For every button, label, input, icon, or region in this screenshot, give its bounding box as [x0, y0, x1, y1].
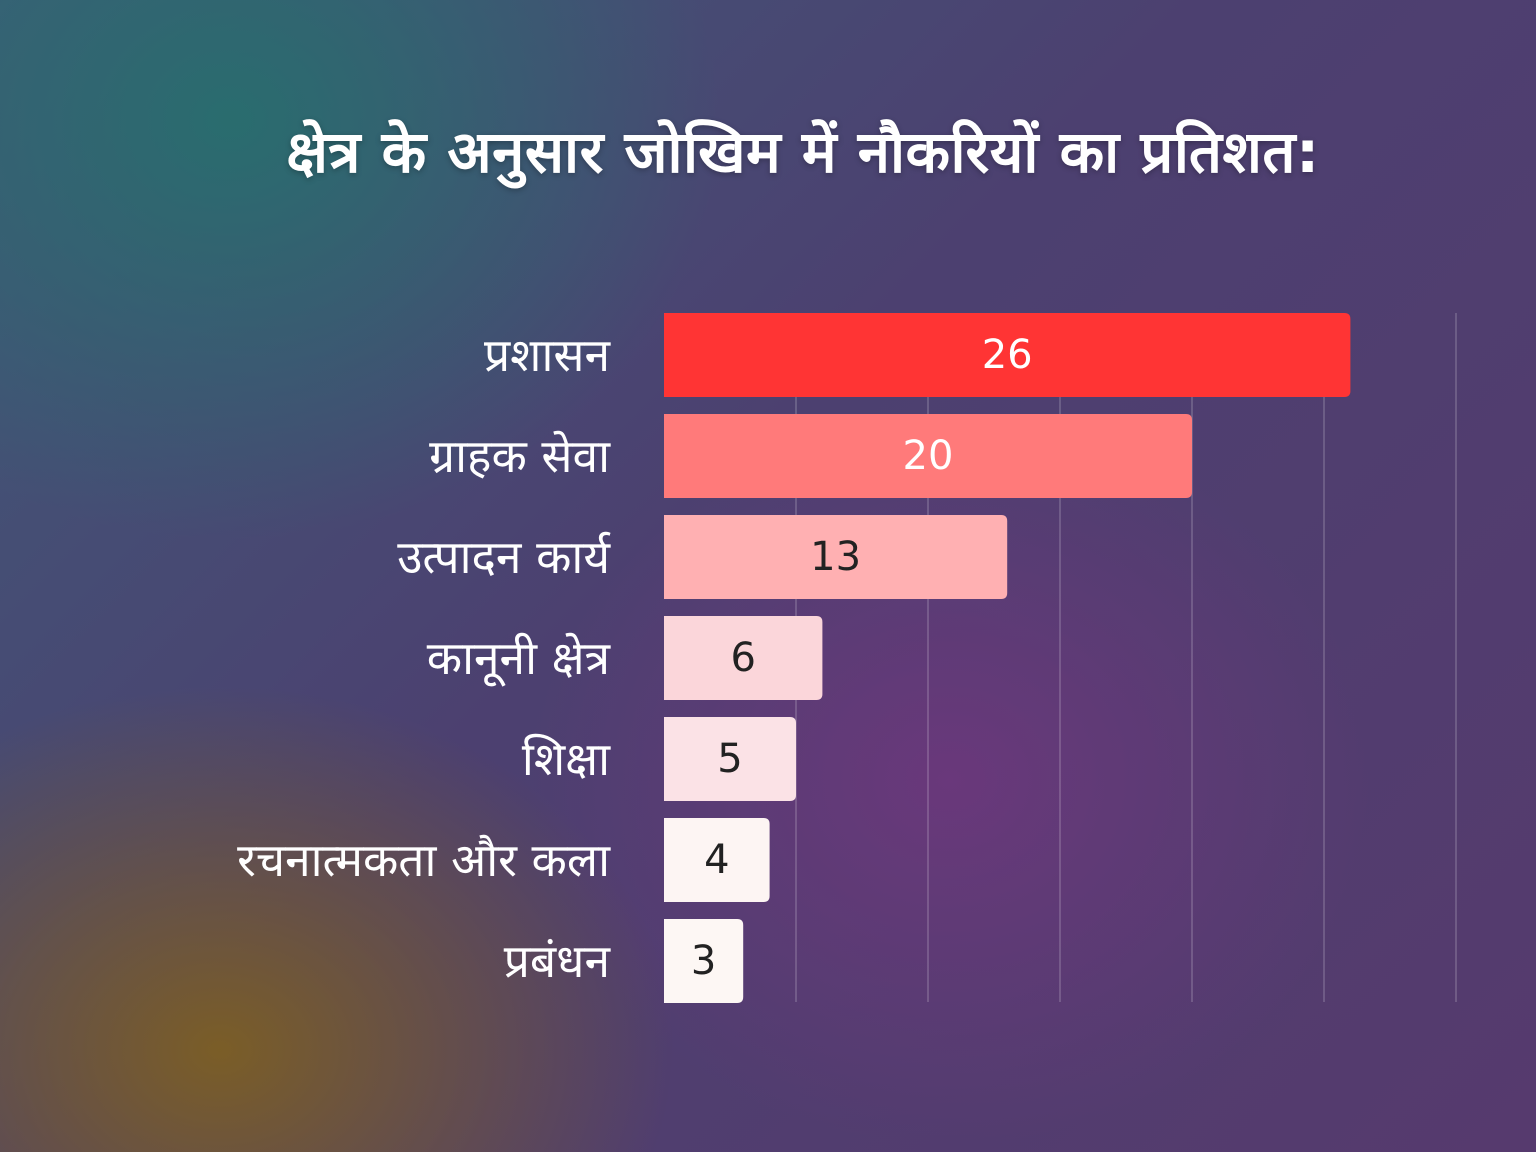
category-label: कानूनी क्षेत्र	[427, 631, 612, 687]
category-label: प्रशासन	[484, 328, 611, 382]
category-label: उत्पादन कार्य	[397, 530, 611, 584]
category-label: ग्राहक सेवा	[429, 429, 611, 483]
bar-value-label: 20	[903, 433, 954, 479]
bar-value-label: 3	[691, 938, 716, 984]
bar	[664, 818, 770, 902]
bar	[664, 616, 823, 700]
category-label: रचनात्मकता और कला	[237, 833, 611, 887]
bar-value-label: 13	[810, 534, 861, 580]
bar-value-label: 6	[730, 635, 755, 681]
category-label: शिक्षा	[522, 732, 611, 786]
bar	[664, 717, 796, 801]
category-label: प्रबंधन	[504, 934, 612, 988]
bar	[664, 313, 1351, 397]
bars: 26 20 13 6 5 4 3	[664, 313, 1351, 1003]
bar	[664, 919, 744, 1003]
bar-value-label: 5	[717, 736, 742, 782]
category-labels: प्रशासन ग्राहक सेवा उत्पादन कार्य कानूनी क्…	[237, 328, 612, 988]
bar-value-label: 4	[704, 837, 729, 883]
bar	[664, 515, 1008, 599]
chart-title: क्षेत्र के अनुसार जोखिम में नौकरियों का …	[286, 118, 1320, 186]
bar-value-label: 26	[982, 332, 1033, 378]
bar	[664, 414, 1192, 498]
